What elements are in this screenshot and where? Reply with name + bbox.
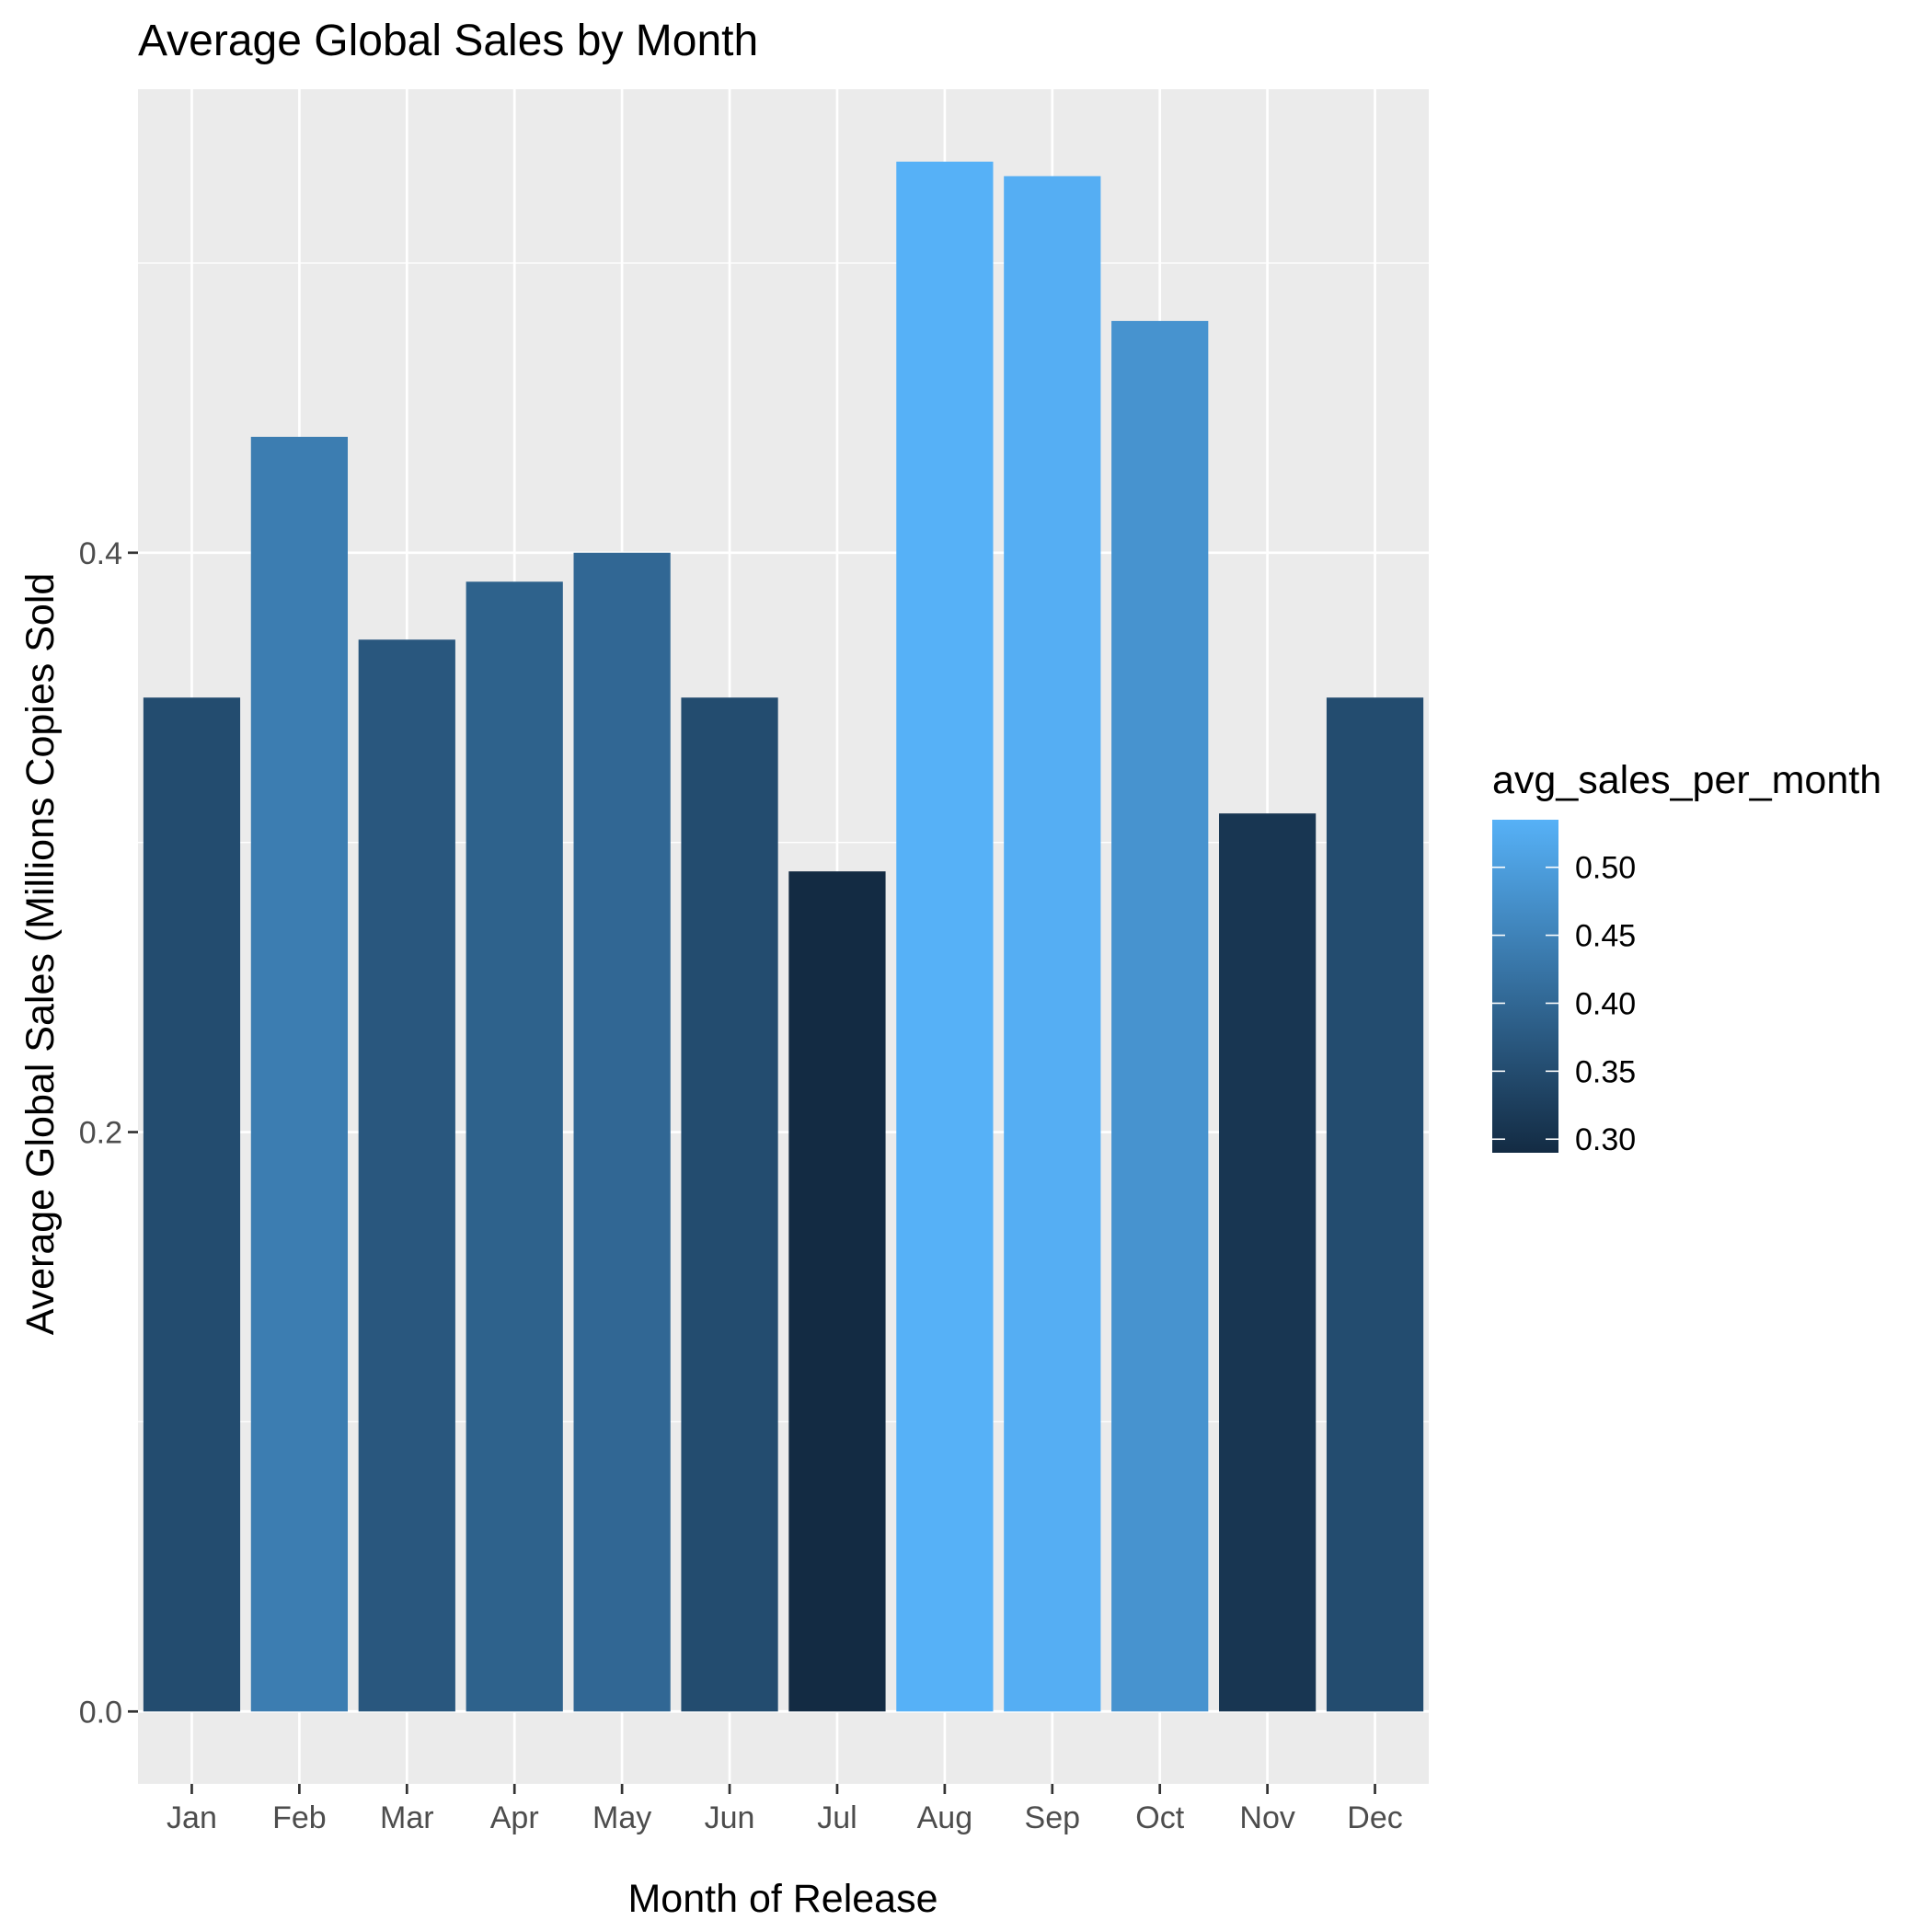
chart-title: Average Global Sales by Month (138, 17, 758, 65)
x-tick-label: May (592, 1800, 651, 1835)
x-tick-label: Feb (272, 1800, 327, 1835)
x-tick-label: Jul (817, 1800, 857, 1835)
x-tick-label: Dec (1347, 1800, 1402, 1835)
legend-ticks: 0.30 0.35 0.40 0.45 0.50 (1492, 851, 1636, 1157)
bar-dec (1326, 697, 1424, 1712)
bar-jan (143, 697, 241, 1712)
bar-apr (466, 581, 563, 1712)
y-tick-label: 0.0 (79, 1695, 122, 1730)
bar-mar (358, 639, 455, 1712)
plot-panel (138, 89, 1429, 1784)
y-axis: 0.0 0.2 0.4 (79, 536, 138, 1730)
bar-sep (1004, 176, 1101, 1712)
x-tick-label: Jan (167, 1800, 217, 1835)
bar-oct (1111, 320, 1209, 1712)
legend-colorbar (1492, 820, 1558, 1153)
bar-aug (896, 161, 994, 1712)
x-axis: Jan Feb Mar Apr May Jun Jul Aug Sep Oct Nov Dec (167, 1784, 1403, 1835)
legend-tick-label: 0.40 (1575, 986, 1636, 1021)
y-tick-label: 0.4 (79, 536, 122, 571)
bar-jul (788, 871, 886, 1712)
legend-title: avg_sales_per_month (1492, 758, 1881, 802)
legend: avg_sales_per_month 0.30 0.35 0.40 0.45 0.50 (1492, 758, 1881, 1157)
x-tick-label: Oct (1135, 1800, 1184, 1835)
minor-gridlines (138, 262, 1429, 1423)
legend-tick-label: 0.45 (1575, 919, 1636, 954)
y-tick-label: 0.2 (79, 1116, 122, 1151)
x-tick-label: Sep (1025, 1800, 1081, 1835)
x-axis-title: Month of Release (627, 1877, 937, 1921)
panel-background (138, 89, 1429, 1784)
legend-tick-label: 0.30 (1575, 1122, 1636, 1157)
legend-tick-label: 0.35 (1575, 1054, 1636, 1089)
bar-may (573, 552, 671, 1712)
bars (143, 161, 1424, 1712)
x-tick-label: Apr (490, 1800, 539, 1835)
bar-nov (1219, 813, 1317, 1712)
x-tick-label: Mar (380, 1800, 434, 1835)
bar-feb (250, 436, 348, 1712)
legend-tick-label: 0.50 (1575, 851, 1636, 886)
bar-jun (681, 697, 778, 1712)
y-axis-title: Average Global Sales (Millions Copies So… (18, 573, 63, 1336)
x-tick-label: Nov (1239, 1800, 1294, 1835)
x-tick-label: Jun (705, 1800, 755, 1835)
x-tick-label: Aug (917, 1800, 973, 1835)
